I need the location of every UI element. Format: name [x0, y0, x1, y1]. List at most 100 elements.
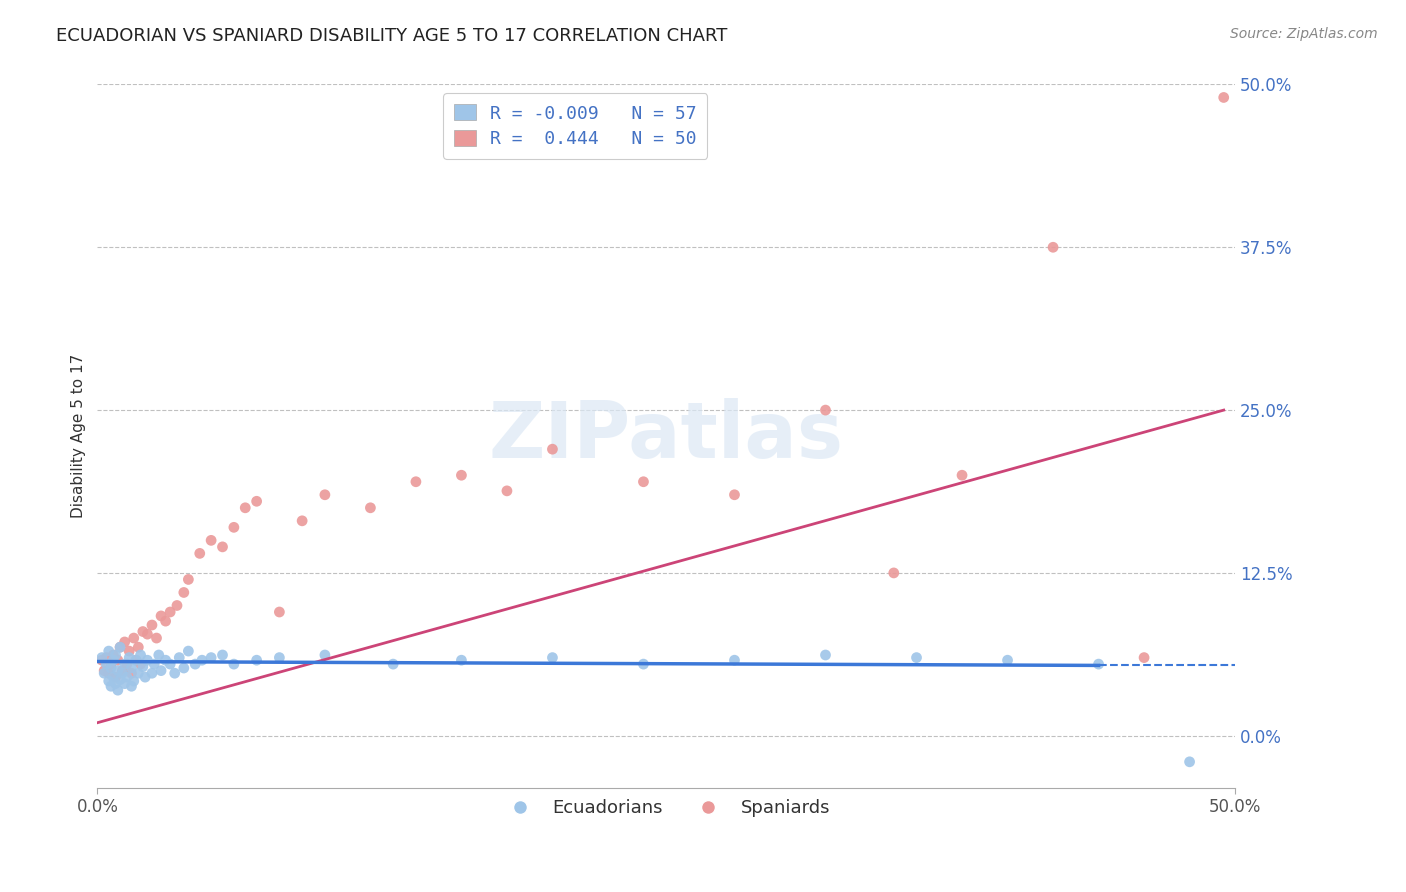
Point	[115, 670, 138, 684]
Point	[496, 483, 519, 498]
Point	[129, 657, 152, 672]
Point	[118, 650, 141, 665]
Point	[97, 666, 120, 681]
Point	[211, 540, 233, 554]
Text: Source: ZipAtlas.com: Source: ZipAtlas.com	[1230, 27, 1378, 41]
Point	[314, 488, 336, 502]
Point	[103, 653, 125, 667]
Point	[314, 648, 336, 662]
Point	[191, 653, 214, 667]
Point	[246, 653, 269, 667]
Point	[122, 631, 145, 645]
Point	[134, 670, 156, 684]
Point	[132, 624, 155, 639]
Point	[159, 605, 181, 619]
Point	[127, 640, 149, 655]
Point	[100, 679, 122, 693]
Point	[108, 640, 131, 655]
Point	[97, 644, 120, 658]
Point	[104, 670, 127, 684]
Point	[150, 608, 173, 623]
Point	[177, 573, 200, 587]
Point	[104, 648, 127, 662]
Point	[155, 653, 177, 667]
Point	[173, 585, 195, 599]
Point	[269, 605, 291, 619]
Point	[141, 618, 163, 632]
Point	[359, 500, 381, 515]
Point	[200, 533, 222, 548]
Point	[150, 664, 173, 678]
Point	[107, 664, 129, 678]
Point	[107, 653, 129, 667]
Legend: Ecuadorians, Spaniards: Ecuadorians, Spaniards	[495, 792, 838, 824]
Point	[103, 648, 125, 662]
Point	[1042, 240, 1064, 254]
Point	[200, 650, 222, 665]
Point	[93, 666, 115, 681]
Point	[211, 648, 233, 662]
Point	[166, 599, 188, 613]
Point	[450, 653, 472, 667]
Point	[97, 674, 120, 689]
Point	[104, 676, 127, 690]
Point	[115, 657, 138, 672]
Point	[96, 650, 118, 665]
Point	[132, 659, 155, 673]
Point	[269, 650, 291, 665]
Point	[155, 614, 177, 628]
Point	[188, 546, 211, 560]
Point	[541, 650, 564, 665]
Point	[93, 664, 115, 678]
Point	[125, 653, 148, 667]
Point	[114, 676, 136, 690]
Point	[159, 657, 181, 672]
Point	[997, 653, 1019, 667]
Point	[114, 635, 136, 649]
Point	[100, 657, 122, 672]
Point	[108, 673, 131, 687]
Point	[100, 661, 122, 675]
Point	[129, 648, 152, 662]
Point	[111, 664, 134, 678]
Point	[814, 648, 837, 662]
Point	[633, 657, 655, 672]
Point	[148, 648, 170, 662]
Point	[291, 514, 314, 528]
Point	[633, 475, 655, 489]
Point	[127, 666, 149, 681]
Point	[405, 475, 427, 489]
Point	[90, 653, 112, 667]
Point	[125, 653, 148, 667]
Point	[222, 657, 245, 672]
Point	[177, 644, 200, 658]
Point	[222, 520, 245, 534]
Point	[541, 442, 564, 457]
Point	[1087, 657, 1109, 672]
Point	[723, 653, 745, 667]
Point	[233, 500, 256, 515]
Point	[121, 666, 143, 681]
Point	[114, 657, 136, 672]
Point	[883, 566, 905, 580]
Point	[141, 666, 163, 681]
Point	[450, 468, 472, 483]
Point	[950, 468, 973, 483]
Point	[118, 644, 141, 658]
Point	[905, 650, 928, 665]
Point	[173, 661, 195, 675]
Point	[169, 650, 191, 665]
Point	[96, 657, 118, 672]
Point	[121, 679, 143, 693]
Y-axis label: Disability Age 5 to 17: Disability Age 5 to 17	[72, 354, 86, 518]
Point	[136, 627, 159, 641]
Point	[111, 666, 134, 681]
Point	[107, 683, 129, 698]
Point	[143, 657, 166, 672]
Point	[1212, 90, 1234, 104]
Point	[163, 666, 186, 681]
Point	[814, 403, 837, 417]
Point	[246, 494, 269, 508]
Point	[136, 653, 159, 667]
Point	[1178, 755, 1201, 769]
